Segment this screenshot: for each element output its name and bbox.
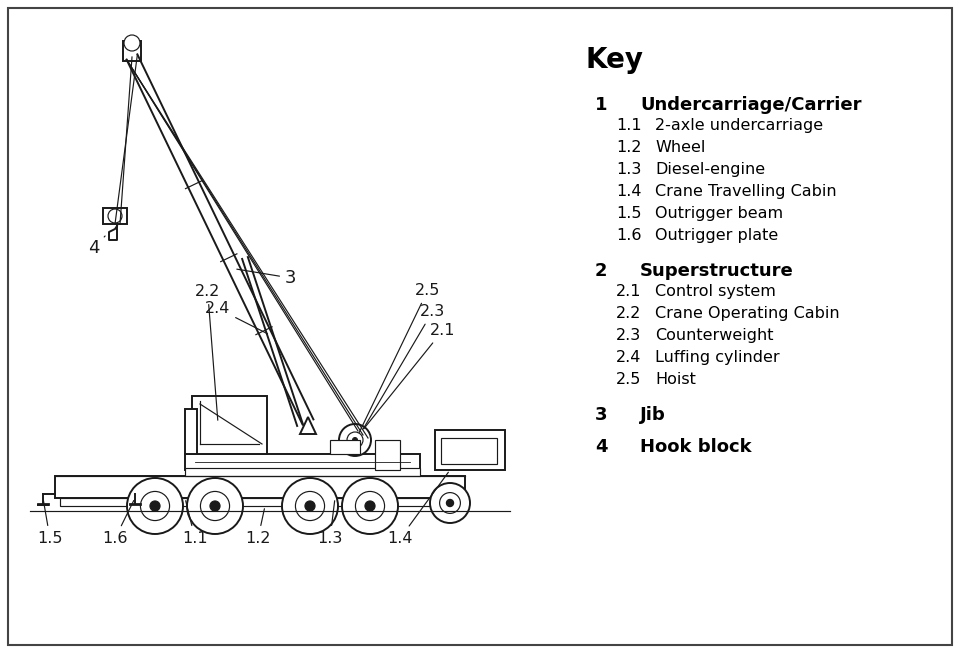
Text: 2.5: 2.5	[616, 372, 641, 387]
Circle shape	[150, 501, 160, 511]
Text: 2.2: 2.2	[616, 306, 641, 321]
Text: Wheel: Wheel	[655, 140, 705, 155]
Bar	[60, 498, 460, 506]
Text: 2.2: 2.2	[195, 284, 220, 421]
Bar	[185, 409, 197, 454]
Bar	[192, 396, 267, 454]
Text: 2.4: 2.4	[616, 350, 641, 365]
Circle shape	[295, 492, 325, 520]
Bar	[55, 476, 465, 498]
Bar	[185, 454, 420, 470]
Text: 1.2: 1.2	[616, 140, 642, 155]
Text: Outrigger beam: Outrigger beam	[655, 206, 783, 221]
Text: 3: 3	[595, 406, 607, 424]
Text: 4: 4	[88, 236, 105, 257]
Circle shape	[140, 492, 169, 520]
Circle shape	[347, 432, 363, 448]
Text: Jib: Jib	[640, 406, 666, 424]
Text: 2-axle undercarriage: 2-axle undercarriage	[655, 118, 824, 133]
Text: Superstructure: Superstructure	[640, 262, 794, 280]
Text: 2: 2	[595, 262, 607, 280]
Circle shape	[353, 438, 357, 442]
Circle shape	[124, 35, 140, 51]
Text: 1.1: 1.1	[616, 118, 642, 133]
Circle shape	[187, 478, 243, 534]
Text: Counterweight: Counterweight	[655, 328, 774, 343]
Text: 1: 1	[595, 96, 607, 114]
Text: 1.5: 1.5	[37, 501, 62, 546]
Text: 1.1: 1.1	[183, 501, 208, 546]
Bar	[375, 440, 400, 470]
Text: 2.1: 2.1	[616, 284, 642, 299]
Bar	[441, 438, 497, 464]
Bar	[330, 440, 360, 454]
Text: 1.6: 1.6	[616, 228, 642, 243]
Circle shape	[447, 500, 454, 507]
Text: 1.4: 1.4	[387, 472, 449, 546]
Text: Crane Operating Cabin: Crane Operating Cabin	[655, 306, 840, 321]
Circle shape	[127, 478, 183, 534]
Bar	[123, 41, 141, 61]
Text: Diesel-engine: Diesel-engine	[655, 162, 765, 177]
Circle shape	[201, 492, 230, 520]
Circle shape	[356, 492, 384, 520]
Text: 1.5: 1.5	[616, 206, 642, 221]
Text: 2.5: 2.5	[359, 283, 440, 432]
Circle shape	[209, 501, 220, 511]
Circle shape	[365, 501, 375, 511]
Text: Crane Travelling Cabin: Crane Travelling Cabin	[655, 184, 837, 199]
Text: 4: 4	[595, 438, 607, 456]
Circle shape	[439, 492, 460, 513]
Text: 2.3: 2.3	[363, 304, 445, 428]
Text: 2.4: 2.4	[205, 301, 267, 334]
Circle shape	[108, 209, 122, 223]
Text: 1.6: 1.6	[102, 500, 134, 546]
Bar	[103, 208, 127, 224]
Text: Undercarriage/Carrier: Undercarriage/Carrier	[640, 96, 861, 114]
Circle shape	[282, 478, 338, 534]
Text: Outrigger plate: Outrigger plate	[655, 228, 778, 243]
Text: 3: 3	[236, 269, 297, 287]
Text: Key: Key	[585, 46, 643, 74]
Text: 1.3: 1.3	[616, 162, 641, 177]
Circle shape	[339, 424, 371, 456]
Text: 1.4: 1.4	[616, 184, 642, 199]
Text: 2.1: 2.1	[363, 323, 456, 429]
Text: Hook block: Hook block	[640, 438, 752, 456]
Text: Luffing cylinder: Luffing cylinder	[655, 350, 779, 365]
Text: Control system: Control system	[655, 284, 776, 299]
Circle shape	[305, 501, 315, 511]
Text: 1.3: 1.3	[317, 501, 343, 546]
Bar	[185, 468, 420, 476]
Polygon shape	[300, 417, 316, 434]
Circle shape	[430, 483, 470, 523]
Text: 1.2: 1.2	[245, 509, 271, 546]
Text: 2.3: 2.3	[616, 328, 641, 343]
Circle shape	[342, 478, 398, 534]
Text: Hoist: Hoist	[655, 372, 696, 387]
Bar	[435, 430, 505, 470]
